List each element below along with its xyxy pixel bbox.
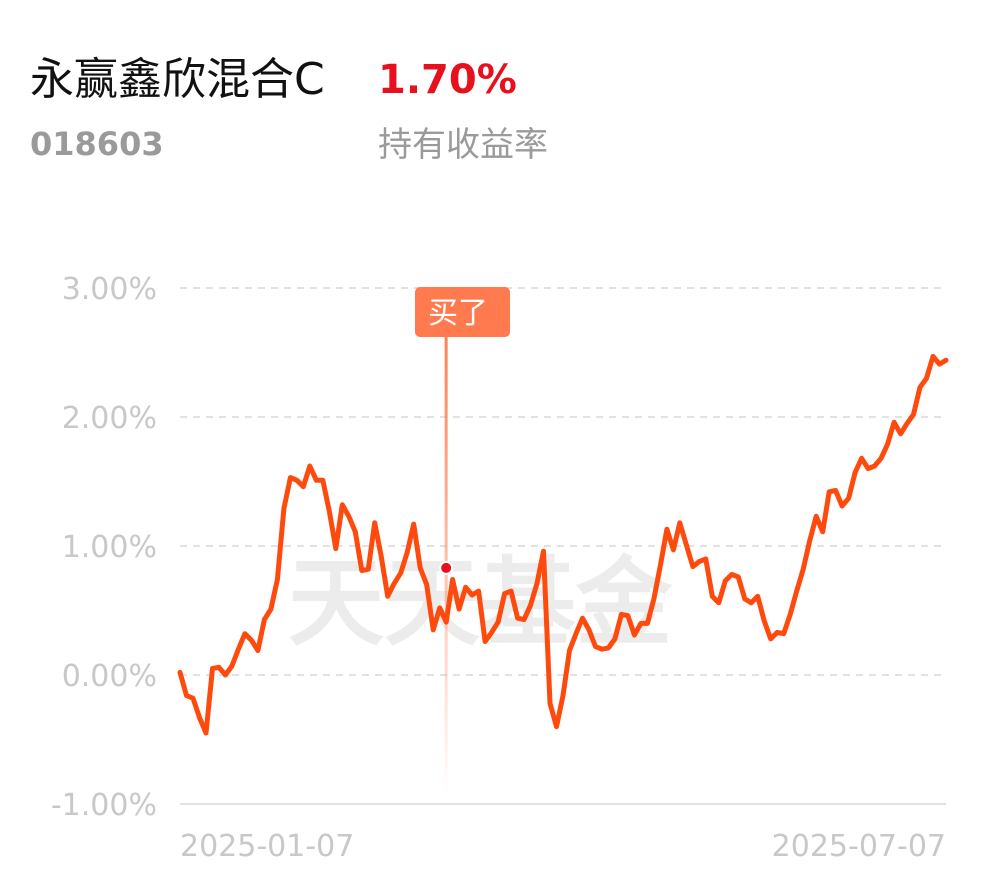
y-tick-label: 3.00% xyxy=(62,272,157,307)
buy-badge-label: 买了 xyxy=(428,296,488,331)
fund-name: 永赢鑫欣混合C xyxy=(30,54,325,105)
buy-marker-dot xyxy=(439,560,454,575)
buy-marker-badge[interactable]: 买了 xyxy=(415,287,510,337)
y-tick-label: 2.00% xyxy=(62,401,157,436)
holding-return-label: 持有收益率 xyxy=(378,125,548,165)
y-tick-label: 0.00% xyxy=(62,659,157,694)
y-tick-label: 1.00% xyxy=(62,530,157,565)
x-tick-label: 2025-01-07 xyxy=(180,829,354,864)
fund-code: 018603 xyxy=(30,125,164,163)
y-tick-label: -1.00% xyxy=(51,788,157,823)
series-line xyxy=(177,353,949,736)
holding-return-value: 1.70% xyxy=(378,57,517,103)
buy-marker-line xyxy=(444,320,448,796)
x-tick-label: 2025-07-07 xyxy=(772,829,946,864)
buy-badge-bg xyxy=(415,287,510,337)
